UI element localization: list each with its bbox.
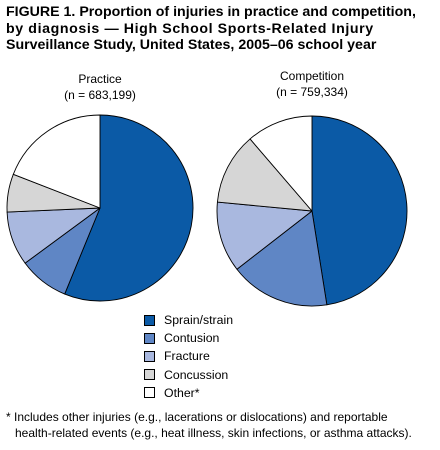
competition-pie — [216, 115, 408, 307]
title-line-2: by diagnosis — High School Sports-Relate… — [6, 20, 374, 37]
competition-slice-contusion — [236, 210, 328, 307]
title-line-1: FIGURE 1. Proportion of injuries in prac… — [6, 4, 416, 20]
legend: Sprain/strain Contusion Fracture Concuss… — [144, 311, 233, 402]
legend-swatch — [144, 332, 155, 344]
legend-swatch — [144, 387, 155, 399]
legend-label: Fracture — [164, 349, 210, 364]
practice-chart-title: Practice — [78, 72, 122, 86]
practice-slice-other — [12, 114, 101, 209]
competition-slice-sprain-strain — [311, 115, 408, 306]
title-line-3: Surveillance Study, United States, 2005–… — [6, 37, 377, 53]
legend-item-sprain-strain: Sprain/strain — [144, 311, 233, 329]
legend-label: Sprain/strain — [164, 313, 234, 328]
legend-item-other: Other* — [144, 384, 233, 402]
legend-label: Contusion — [164, 331, 220, 346]
competition-chart: Competition (n = 759,334) — [216, 69, 408, 307]
legend-swatch — [144, 350, 155, 362]
legend-item-contusion: Contusion — [144, 329, 233, 347]
legend-label: Other* — [164, 385, 200, 400]
competition-slice-concussion — [216, 138, 313, 212]
pie-charts: Practice (n = 683,199) Competition (n = … — [6, 69, 408, 307]
legend-item-concussion: Concussion — [144, 366, 233, 384]
practice-chart: Practice (n = 683,199) — [6, 72, 194, 302]
competition-chart-subtitle: (n = 759,334) — [276, 85, 348, 99]
figure-title: FIGURE 1. Proportion of injuries in prac… — [6, 4, 436, 54]
footnote-line-2: health-related events (e.g., heat illnes… — [15, 425, 412, 440]
competition-chart-title: Competition — [280, 69, 344, 83]
legend-swatch — [144, 369, 155, 381]
legend-swatch — [144, 314, 155, 326]
footnote: * Includes other injuries (e.g., lacerat… — [6, 410, 436, 441]
practice-chart-subtitle: (n = 683,199) — [64, 88, 136, 102]
competition-slice-fracture — [216, 201, 313, 270]
legend-label: Concussion — [164, 367, 229, 382]
competition-slice-other — [249, 115, 313, 212]
practice-pie — [6, 114, 194, 302]
legend-item-fracture: Fracture — [144, 347, 233, 365]
practice-slice-sprain-strain — [64, 114, 194, 302]
footnote-line-1: * Includes other injuries (e.g., lacerat… — [6, 410, 388, 424]
